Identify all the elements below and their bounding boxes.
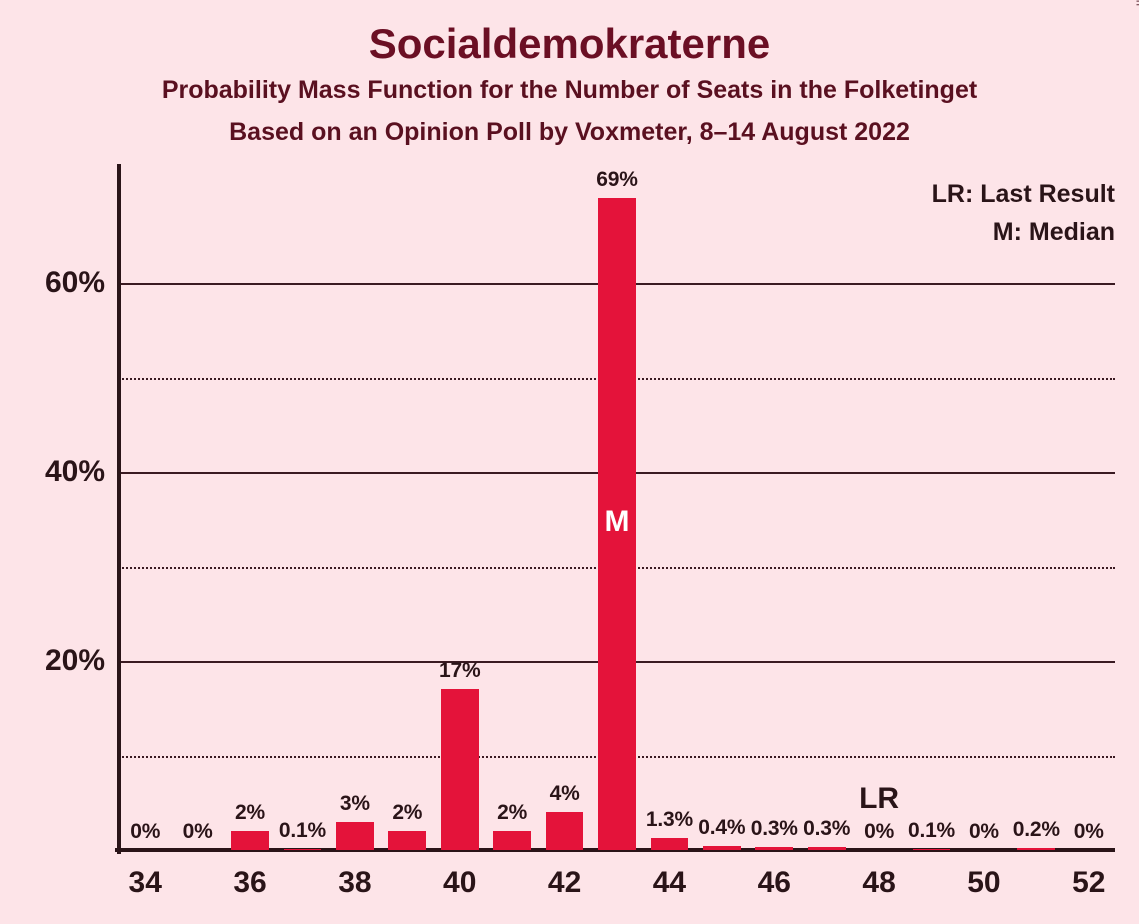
bar-value-label: 2% (497, 801, 527, 831)
y-axis (117, 164, 121, 854)
legend-line: LR: Last Result (932, 176, 1115, 214)
y-tick-label: 20% (45, 644, 119, 678)
bar-value-label: 2% (235, 801, 265, 831)
bar-value-label: 17% (439, 659, 480, 689)
y-tick-label: 40% (45, 455, 119, 489)
x-tick-label: 48 (862, 850, 895, 900)
bar-value-label: 0% (864, 820, 894, 850)
bar-value-label: 1.3% (646, 808, 693, 838)
bar-value-label: 0.1% (908, 819, 955, 849)
y-tick-label: 60% (45, 266, 119, 300)
bar: 3% (336, 822, 374, 850)
bar-value-label: 0% (1074, 820, 1104, 850)
bar: 4% (546, 812, 584, 850)
bar: 0.3% (755, 847, 793, 850)
bar-value-label: 0% (183, 820, 213, 850)
median-mark: M (604, 505, 629, 539)
bar: 2% (388, 831, 426, 850)
bar-value-label: 4% (550, 782, 580, 812)
bar: 69%M (598, 198, 636, 850)
bar: 0.1% (284, 849, 322, 850)
bar: 2% (231, 831, 269, 850)
x-tick-label: 38 (338, 850, 371, 900)
bar: 0.2% (1017, 848, 1055, 850)
bar-value-label: 0.3% (803, 817, 850, 847)
bar-value-label: 0.1% (279, 819, 326, 849)
bar: 0.4% (703, 846, 741, 850)
bar: 0.3% (808, 847, 846, 850)
x-tick-label: 52 (1072, 850, 1105, 900)
bar: 17% (441, 689, 479, 850)
bar-value-label: 3% (340, 792, 370, 822)
chart-title: Socialdemokraterne (0, 20, 1139, 68)
bar-value-label: 2% (392, 801, 422, 831)
legend-line: M: Median (932, 214, 1115, 252)
bar: 2% (493, 831, 531, 850)
x-tick-label: 50 (967, 850, 1000, 900)
legend: LR: Last ResultM: Median (932, 176, 1115, 251)
copyright-text: © 2022 Filip van Laenen (1133, 0, 1139, 6)
x-tick-label: 44 (653, 850, 686, 900)
bar-value-label: 0.2% (1013, 818, 1060, 848)
bar: 1.3% (651, 838, 689, 850)
x-tick-label: 42 (548, 850, 581, 900)
last-result-mark: LR (859, 782, 899, 816)
chart-subtitle-2: Based on an Opinion Poll by Voxmeter, 8–… (0, 118, 1139, 147)
bar-value-label: 0.4% (698, 816, 745, 846)
x-tick-label: 36 (233, 850, 266, 900)
bar: 0.1% (913, 849, 951, 850)
bar-value-label: 0.3% (751, 817, 798, 847)
bar-value-label: 0% (130, 820, 160, 850)
x-tick-label: 34 (129, 850, 162, 900)
chart-canvas: Socialdemokraterne Probability Mass Func… (0, 0, 1139, 924)
plot-area: 20%40%60%343638404244464850520%0%2%0.1%3… (119, 170, 1115, 850)
bar-value-label: 0% (969, 820, 999, 850)
x-tick-label: 40 (443, 850, 476, 900)
x-tick-label: 46 (758, 850, 791, 900)
chart-subtitle-1: Probability Mass Function for the Number… (0, 76, 1139, 105)
bar-value-label: 69% (596, 168, 637, 198)
